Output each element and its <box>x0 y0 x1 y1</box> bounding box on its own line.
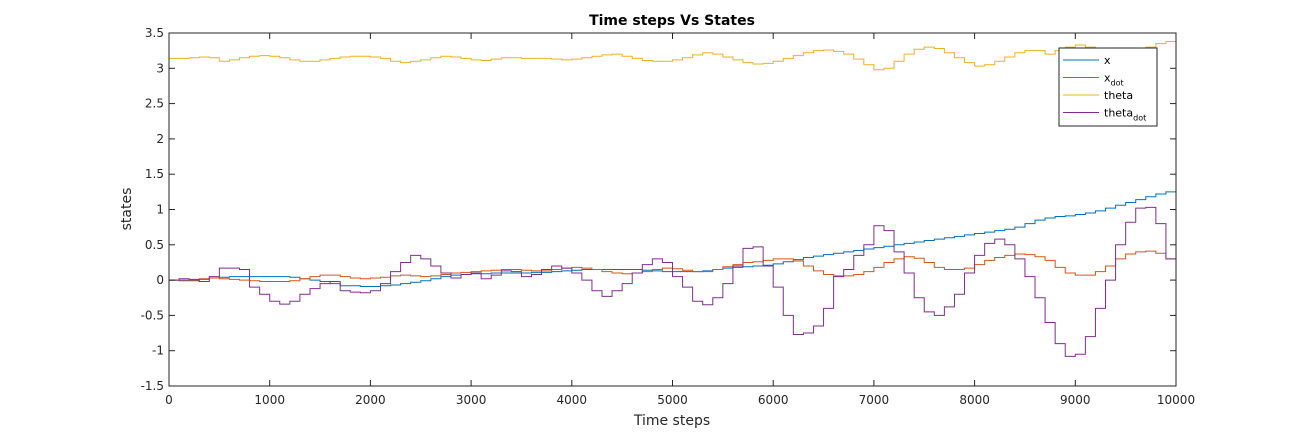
x-tick-label: 9000 <box>1060 393 1091 407</box>
x-tick-label: 10000 <box>1157 393 1195 407</box>
x-tick-label: 7000 <box>859 393 890 407</box>
legend-label-x: x <box>1104 54 1111 67</box>
y-tick-label: -0.5 <box>141 308 164 322</box>
y-tick-label: 1 <box>156 203 164 217</box>
chart-title: Time steps Vs States <box>589 13 755 29</box>
x-tick-label: 5000 <box>657 393 688 407</box>
x-axis-label: Time steps <box>633 413 710 429</box>
y-tick-label: 3 <box>156 61 164 75</box>
x-tick-label: 6000 <box>758 393 789 407</box>
axes <box>168 32 1177 387</box>
y-tick-label: 2 <box>156 132 164 146</box>
y-tick-label: -1 <box>152 344 164 358</box>
x-tick-label: 1000 <box>254 393 285 407</box>
legend-label-x-dot: xdot <box>1104 72 1124 88</box>
series-line-theta-dot <box>169 206 1177 357</box>
legend-label-theta-dot: thetadot <box>1104 107 1146 123</box>
series-lines <box>169 40 1177 357</box>
y-tick-label: -1.5 <box>141 379 164 393</box>
y-tick-label: 2.5 <box>145 97 164 111</box>
series-line-theta <box>169 40 1176 71</box>
y-tick-label: 0 <box>156 273 164 287</box>
x-tick-label: 4000 <box>557 393 588 407</box>
y-tick-label: 3.5 <box>145 26 164 40</box>
x-tick-label: 8000 <box>959 393 990 407</box>
tick-labels: 0 1000 2000 3000 4000 5000 6000 7000 8000 9000 100… <box>141 26 1196 407</box>
y-tick-label: 0.5 <box>145 238 164 252</box>
series-line-x <box>169 190 1177 287</box>
y-axis-label: states <box>119 188 135 231</box>
plot-area <box>169 33 1176 386</box>
legend-label-theta: theta <box>1104 89 1133 102</box>
x-tick-label: 0 <box>165 393 173 407</box>
x-tick-label: 2000 <box>355 393 386 407</box>
y-tick-label: 1.5 <box>145 167 164 181</box>
x-tick-label: 3000 <box>456 393 487 407</box>
